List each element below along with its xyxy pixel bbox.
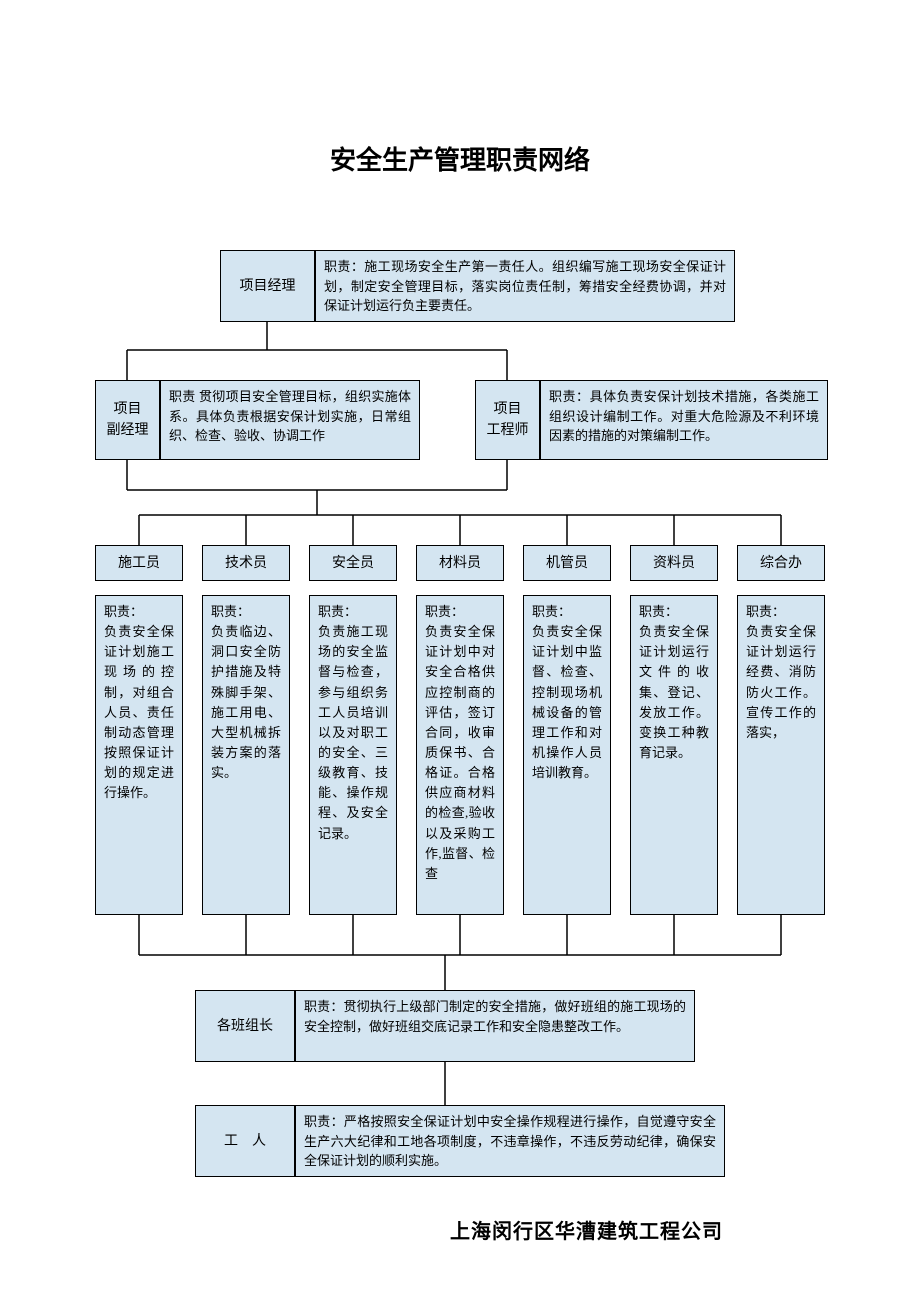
level3-desc-1: 职责： 负责临边、洞口安全防护措施及特殊脚手架、施工用电、大型机械拆装方案的落实…: [202, 595, 290, 915]
level3-desc-4: 职责： 负责安全保证计划中监督、检查、控制现场机械设备的管理工作和对机操作人员培…: [523, 595, 611, 915]
node-deputy-manager: 项目 副经理: [95, 380, 160, 460]
desc-deputy-manager: 职责 贯彻项目安全管理目标，组织实施体系。具体负责根据安保计划实施，日常组织、检…: [160, 380, 420, 460]
level3-desc-5: 职责： 负责安全保证计划运行文件的收集、登记、发放工作。变换工种教育记录。: [630, 595, 718, 915]
level3-role-4: 机管员: [523, 545, 611, 581]
level3-desc-3: 职责： 负责安全保证计划中对安全合格供应控制商的评估，签订合同，收审质保书、合格…: [416, 595, 504, 915]
company-footer: 上海闵行区华漕建筑工程公司: [450, 1215, 723, 1244]
node-team-leader: 各班组长: [195, 990, 295, 1062]
desc-team-leader: 职责：贯彻执行上级部门制定的安全措施，做好班组的施工现场的安全控制，做好班组交底…: [295, 990, 695, 1062]
level3-desc-2: 职责： 负责施工现场的安全监督与检查，参与组织务工人员培训以及对职工的安全、三级…: [309, 595, 397, 915]
level3-desc-6: 职责： 负责安全保证计划运行经费、消防防火工作。宣传工作的落实，: [737, 595, 825, 915]
org-chart-diagram: 安全生产管理职责网络 项目经理 职责：施工现场安全生产第一责任人。组织编写施工现…: [0, 0, 920, 1302]
level3-role-2: 安全员: [309, 545, 397, 581]
level3-role-1: 技术员: [202, 545, 290, 581]
node-project-manager: 项目经理: [220, 250, 315, 322]
node-project-engineer: 项目 工程师: [475, 380, 540, 460]
level3-role-5: 资料员: [630, 545, 718, 581]
desc-project-manager: 职责：施工现场安全生产第一责任人。组织编写施工现场安全保证计划，制定安全管理目标…: [315, 250, 735, 322]
chart-title: 安全生产管理职责网络: [0, 140, 920, 177]
level3-role-6: 综合办: [737, 545, 825, 581]
level3-role-0: 施工员: [95, 545, 183, 581]
level3-desc-0: 职责： 负责安全保证计划施工现场的控制，对组合人员、责任制动态管理按照保证计划的…: [95, 595, 183, 915]
node-worker: 工 人: [195, 1105, 295, 1177]
desc-worker: 职责：严格按照安全保证计划中安全操作规程进行操作，自觉遵守安全生产六大纪律和工地…: [295, 1105, 725, 1177]
desc-project-engineer: 职责：具体负责安保计划技术措施，各类施工组织设计编制工作。对重大危险源及不利环境…: [540, 380, 828, 460]
level3-role-3: 材料员: [416, 545, 504, 581]
